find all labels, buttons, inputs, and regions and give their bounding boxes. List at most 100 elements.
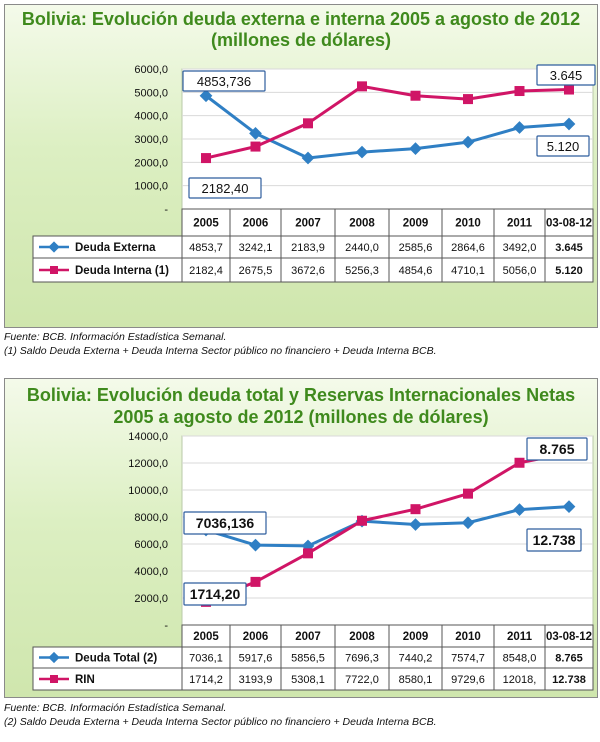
chart-panel-2: Bolivia: Evolución deuda total y Reserva… bbox=[4, 378, 598, 698]
callout-start-b-box bbox=[188, 177, 262, 199]
table-cell: 3492,0 bbox=[503, 242, 537, 254]
data-point bbox=[463, 94, 473, 105]
data-point bbox=[461, 516, 475, 530]
y-tick-label: 10000,0 bbox=[128, 485, 168, 497]
chart-2-subtitle: 2005 a agosto de 2012 (millones de dólar… bbox=[113, 407, 489, 427]
chart-1-source: Fuente: BCB. Información Estadística Sem… bbox=[4, 331, 227, 343]
table-cell: 12018, bbox=[503, 674, 537, 686]
series-line-1 bbox=[205, 84, 570, 160]
legend-marker-diamond bbox=[48, 651, 60, 664]
data-point bbox=[409, 142, 422, 156]
table-cell: 1714,2 bbox=[189, 674, 223, 686]
table-cell: 7036,1 bbox=[189, 653, 223, 665]
x-category-label: 03-08-12 bbox=[546, 218, 592, 230]
table-cell: 7696,3 bbox=[345, 653, 379, 665]
callout-end-b: 5.120 bbox=[547, 139, 580, 154]
legend-label: RIN bbox=[75, 674, 95, 686]
legend-marker-square bbox=[50, 675, 58, 683]
callout-start-a-box bbox=[182, 70, 266, 92]
x-category-label: 2005 bbox=[193, 218, 219, 230]
table-cell: 8580,1 bbox=[399, 674, 433, 686]
table-cell: 3242,1 bbox=[239, 242, 273, 254]
table-cell: 3672,6 bbox=[291, 265, 325, 277]
x-category-label: 2009 bbox=[403, 218, 429, 230]
x-category-label: 2006 bbox=[243, 218, 269, 230]
x-category-label: 2009 bbox=[403, 631, 429, 643]
callout-end-a-box bbox=[536, 64, 596, 86]
table-cell: 7722,0 bbox=[345, 674, 379, 686]
y-tick-label: 4000,0 bbox=[134, 111, 168, 123]
data-point bbox=[410, 504, 421, 515]
legend-marker-diamond bbox=[48, 241, 60, 253]
x-category-label: 2011 bbox=[507, 631, 533, 643]
x-category-label: 03-08-12 bbox=[546, 631, 592, 643]
y-tick-label: 8000,0 bbox=[134, 512, 168, 524]
x-category-label: 2005 bbox=[193, 631, 219, 643]
chart-1-subtitle: (millones de dólares) bbox=[210, 30, 392, 50]
x-category-label: 2008 bbox=[349, 218, 375, 230]
series-line-1 bbox=[205, 451, 570, 604]
data-point bbox=[410, 90, 421, 101]
legend-label: Deuda Interna (1) bbox=[75, 265, 169, 277]
legend-marker-square bbox=[50, 266, 58, 274]
callout-start-b: 1714,20 bbox=[190, 586, 241, 602]
data-point bbox=[249, 538, 262, 552]
data-point bbox=[357, 515, 367, 526]
callout-end-a: 8.765 bbox=[539, 441, 574, 457]
callout-end-b: 12.738 bbox=[533, 532, 576, 548]
chart-2-svg: 14000,0 12000,0 10000,0 8000,0 6000,0 4000,0 2… bbox=[32, 431, 594, 691]
table-cell: 8.765 bbox=[555, 653, 583, 665]
y-tick-label: 6000,0 bbox=[134, 64, 168, 76]
x-category-label: 2010 bbox=[455, 218, 481, 230]
chart-1-title: Bolivia: Evolución deuda externa e inter… bbox=[21, 9, 581, 29]
table-cell: 2440,0 bbox=[345, 242, 379, 254]
table-cell: 2675,5 bbox=[239, 265, 273, 277]
table-cell: 3193,9 bbox=[239, 674, 273, 686]
data-point bbox=[249, 126, 262, 140]
x-category-label: 2007 bbox=[295, 218, 321, 230]
table-cell: 5256,3 bbox=[345, 265, 379, 277]
callout-end-b-box bbox=[536, 135, 590, 157]
callout-end-b-box bbox=[526, 528, 582, 552]
table-cell: 4853,7 bbox=[189, 242, 223, 254]
table-cell: 5917,6 bbox=[239, 653, 273, 665]
callout-end-a: 3.645 bbox=[550, 68, 583, 83]
data-point bbox=[463, 488, 473, 499]
y-tick-label: - bbox=[164, 204, 168, 216]
callout-start-a: 4853,736 bbox=[197, 74, 251, 89]
data-point bbox=[303, 548, 313, 559]
chart-2-source: Fuente: BCB. Información Estadística Sem… bbox=[4, 702, 227, 714]
data-point bbox=[301, 151, 315, 165]
x-category-label: 2011 bbox=[507, 218, 533, 230]
table-cell: 7574,7 bbox=[451, 653, 485, 665]
data-point bbox=[201, 153, 211, 164]
data-table bbox=[181, 208, 594, 283]
x-category-label: 2006 bbox=[243, 631, 269, 643]
callout-start-b-box bbox=[183, 582, 247, 606]
callout-start-a: 7036,136 bbox=[196, 515, 255, 531]
table-cell: 8548,0 bbox=[503, 653, 537, 665]
y-tick-label: 5000,0 bbox=[134, 87, 168, 99]
data-point bbox=[250, 576, 261, 587]
y-tick-label: 6000,0 bbox=[134, 539, 168, 551]
table-cell: 5856,5 bbox=[291, 653, 325, 665]
y-tick-label: 2000,0 bbox=[134, 593, 168, 605]
table-cell: 5056,0 bbox=[503, 265, 537, 277]
y-tick-label: 1000,0 bbox=[134, 181, 168, 193]
y-tick-label: 2000,0 bbox=[134, 157, 168, 169]
chart-panel-1: Bolivia: Evolución deuda externa e inter… bbox=[4, 4, 598, 328]
chart-1-svg: 6000,0 5000,0 4000,0 3000,0 2000,0 1000,0 - 200… bbox=[32, 64, 596, 283]
y-tick-label: - bbox=[164, 620, 168, 632]
data-point bbox=[303, 118, 313, 129]
data-point bbox=[461, 135, 475, 149]
chart-1-footnote: (1) Saldo Deuda Externa + Deuda Interna … bbox=[4, 345, 437, 357]
table-cell: 2182,4 bbox=[189, 265, 223, 277]
data-point bbox=[514, 457, 525, 468]
table-cell: 3.645 bbox=[555, 242, 583, 254]
table-cell: 12.738 bbox=[552, 674, 586, 686]
y-tick-label: 4000,0 bbox=[134, 566, 168, 578]
table-cell: 7440,2 bbox=[399, 653, 433, 665]
series-line-0 bbox=[205, 94, 570, 160]
y-tick-label: 14000,0 bbox=[128, 431, 168, 443]
data-point bbox=[357, 81, 367, 92]
